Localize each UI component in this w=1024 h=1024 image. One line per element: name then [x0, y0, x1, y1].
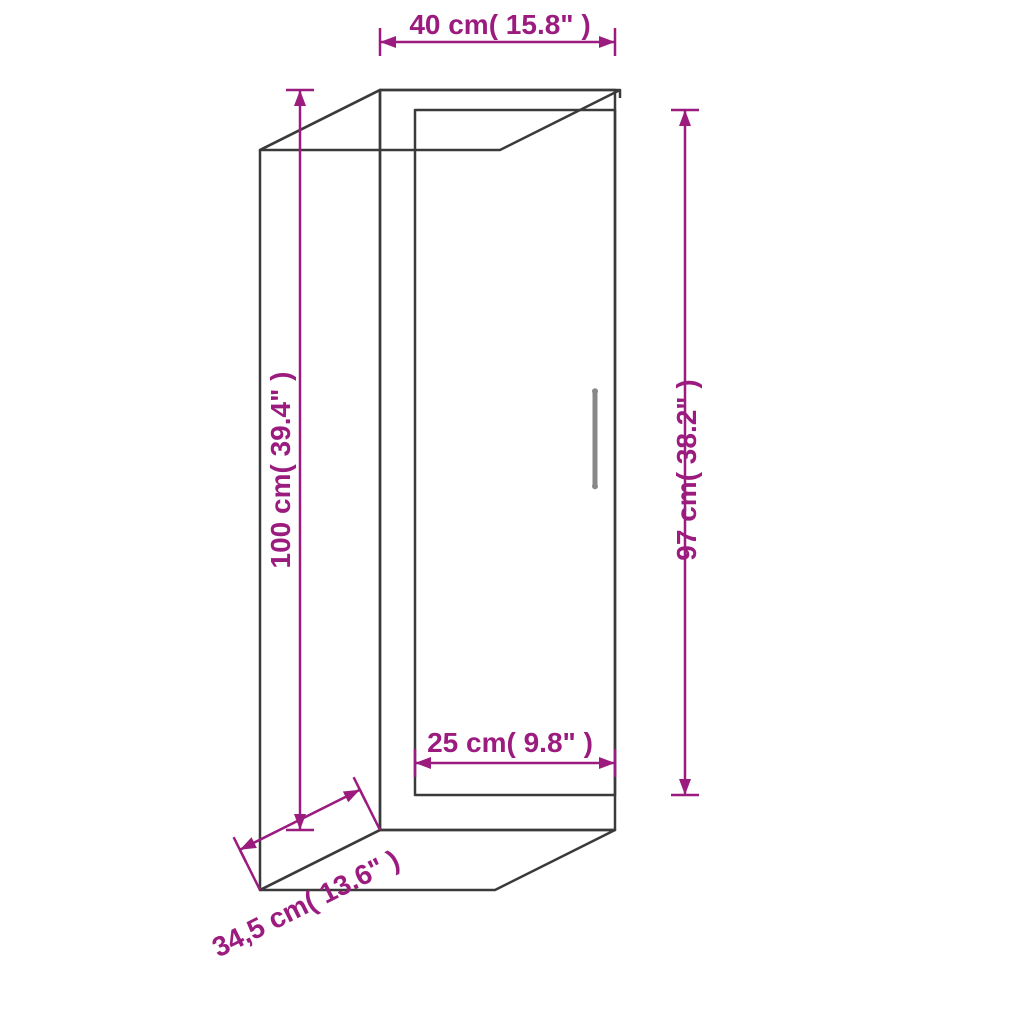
dim-label-door-height: 97 cm( 38.2" )	[671, 379, 702, 560]
dim-label-width: 40 cm( 15.8" )	[409, 9, 590, 40]
dimension-arrowhead	[679, 110, 691, 126]
dimension-arrowhead	[415, 757, 431, 769]
dimension-arrowhead	[240, 837, 257, 850]
cabinet-bottom-face	[260, 830, 615, 890]
dimension-arrowhead	[343, 790, 360, 803]
dimension-arrowhead	[294, 90, 306, 106]
cabinet-door	[415, 110, 615, 795]
dimension-ext	[240, 850, 260, 890]
dimension-arrowhead	[380, 36, 396, 48]
dimension-ext	[360, 790, 380, 830]
dimension-arrowhead	[679, 779, 691, 795]
handle-mount	[592, 388, 598, 394]
dimension-arrowhead	[599, 36, 615, 48]
dim-label-door-width: 25 cm( 9.8" )	[427, 727, 593, 758]
cabinet-body	[260, 90, 620, 890]
handle-mount	[592, 483, 598, 489]
cabinet-top-face	[260, 90, 620, 150]
dim-label-depth: 34,5 cm( 13.6" )	[207, 844, 404, 963]
dim-label-height: 100 cm( 39.4" )	[265, 372, 296, 569]
dimension-arrowhead	[599, 757, 615, 769]
